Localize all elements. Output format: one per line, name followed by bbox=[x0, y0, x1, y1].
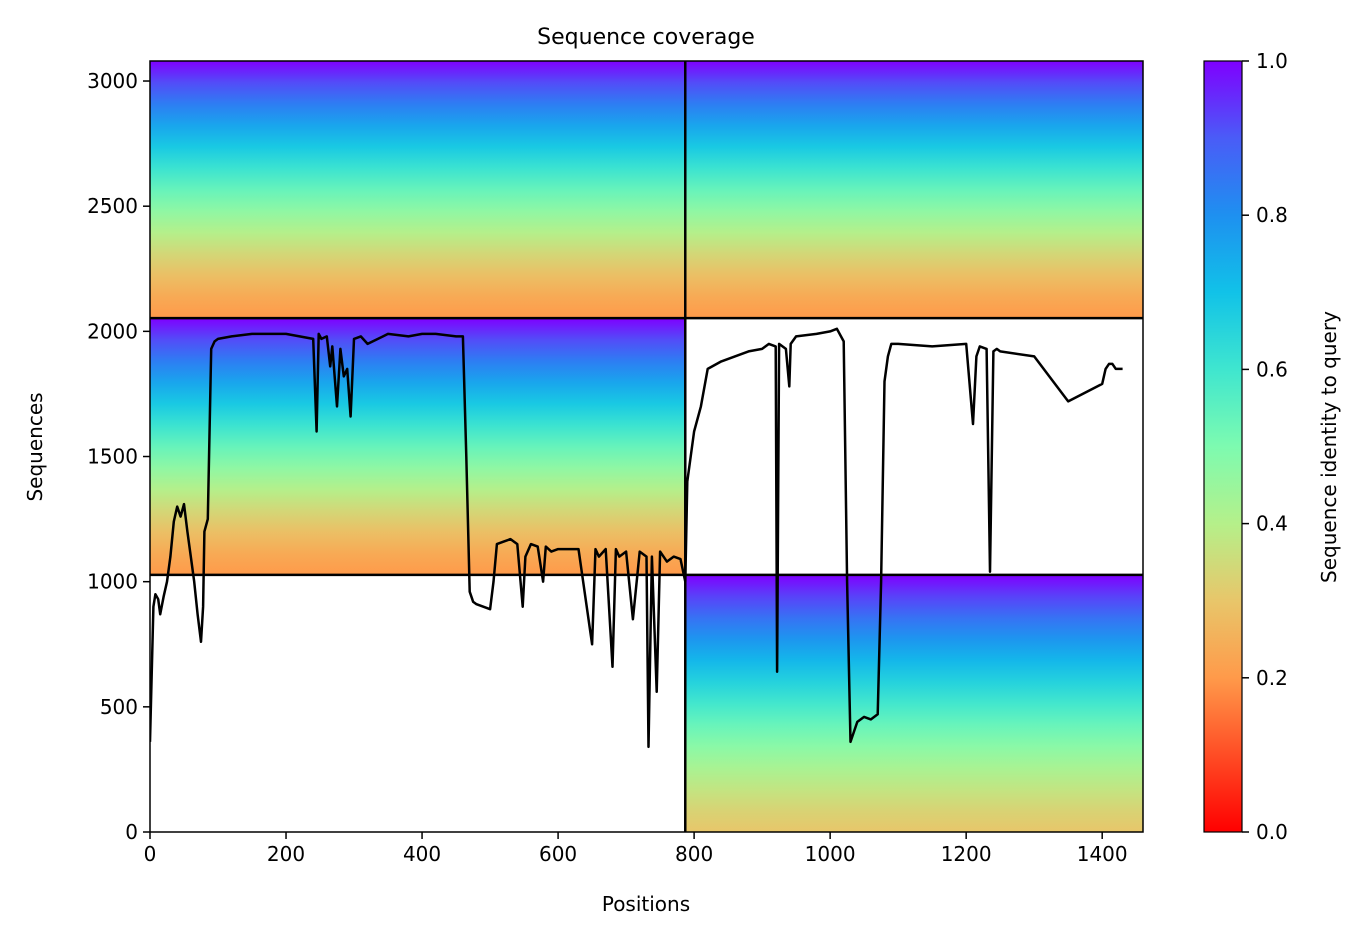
block-top-right-fill bbox=[685, 61, 1143, 319]
y-tick-label-1500: 1500 bbox=[87, 445, 138, 469]
y-tick-label-2500: 2500 bbox=[87, 194, 138, 218]
plot-frame bbox=[149, 60, 1144, 833]
y-axis: 0 500 1000 1500 2000 2500 3000 bbox=[87, 69, 150, 844]
x-tick-label-0: 0 bbox=[144, 842, 157, 866]
y-tick-label-2000: 2000 bbox=[87, 319, 138, 343]
x-axis-label: Positions bbox=[602, 892, 690, 916]
colorbar-gradient bbox=[1203, 60, 1243, 833]
block-top-right bbox=[685, 61, 1143, 319]
block-middle-left bbox=[150, 318, 686, 575]
x-tick-label-1000: 1000 bbox=[805, 842, 856, 866]
x-tick-label-1400: 1400 bbox=[1077, 842, 1128, 866]
x-axis: 0 200 400 600 800 1000 1200 1400 bbox=[144, 832, 1128, 866]
colorbar-tick-label-2: 0.4 bbox=[1256, 512, 1288, 536]
block-bottom-right-fill bbox=[685, 574, 1143, 832]
colorbar-label: Sequence identity to query bbox=[1317, 311, 1341, 583]
colorbar-tick-label-3: 0.6 bbox=[1256, 357, 1288, 381]
coverage-blocks bbox=[150, 61, 1143, 832]
x-tick-label-1200: 1200 bbox=[941, 842, 992, 866]
colorbar-tick-label-0: 0.0 bbox=[1256, 820, 1288, 844]
y-axis-label: Sequences bbox=[23, 392, 47, 501]
y-tick-label-3000: 3000 bbox=[87, 69, 138, 93]
y-tick-label-0: 0 bbox=[125, 820, 138, 844]
colorbar-tick-label-5: 1.0 bbox=[1256, 49, 1288, 73]
block-middle-left-fill bbox=[150, 318, 686, 575]
colorbar-ticks: 0.0 0.2 0.4 0.6 0.8 1.0 bbox=[1242, 49, 1288, 844]
colorbar: 0.0 0.2 0.4 0.6 0.8 1.0 Sequence identity to … bbox=[1203, 49, 1341, 844]
block-top-left-fill bbox=[150, 61, 686, 319]
block-bottom-right bbox=[685, 574, 1143, 832]
coverage-line bbox=[150, 327, 1123, 749]
plot-area bbox=[149, 60, 1144, 833]
x-tick-label-600: 600 bbox=[539, 842, 577, 866]
colorbar-tick-label-1: 0.2 bbox=[1256, 666, 1288, 690]
chart-title: Sequence coverage bbox=[537, 25, 755, 50]
x-tick-label-400: 400 bbox=[403, 842, 441, 866]
x-tick-label-200: 200 bbox=[267, 842, 305, 866]
x-tick-label-800: 800 bbox=[675, 842, 713, 866]
y-tick-label-1000: 1000 bbox=[87, 570, 138, 594]
y-tick-label-500: 500 bbox=[100, 695, 138, 719]
block-top-left bbox=[150, 61, 686, 319]
colorbar-tick-label-4: 0.8 bbox=[1256, 203, 1288, 227]
